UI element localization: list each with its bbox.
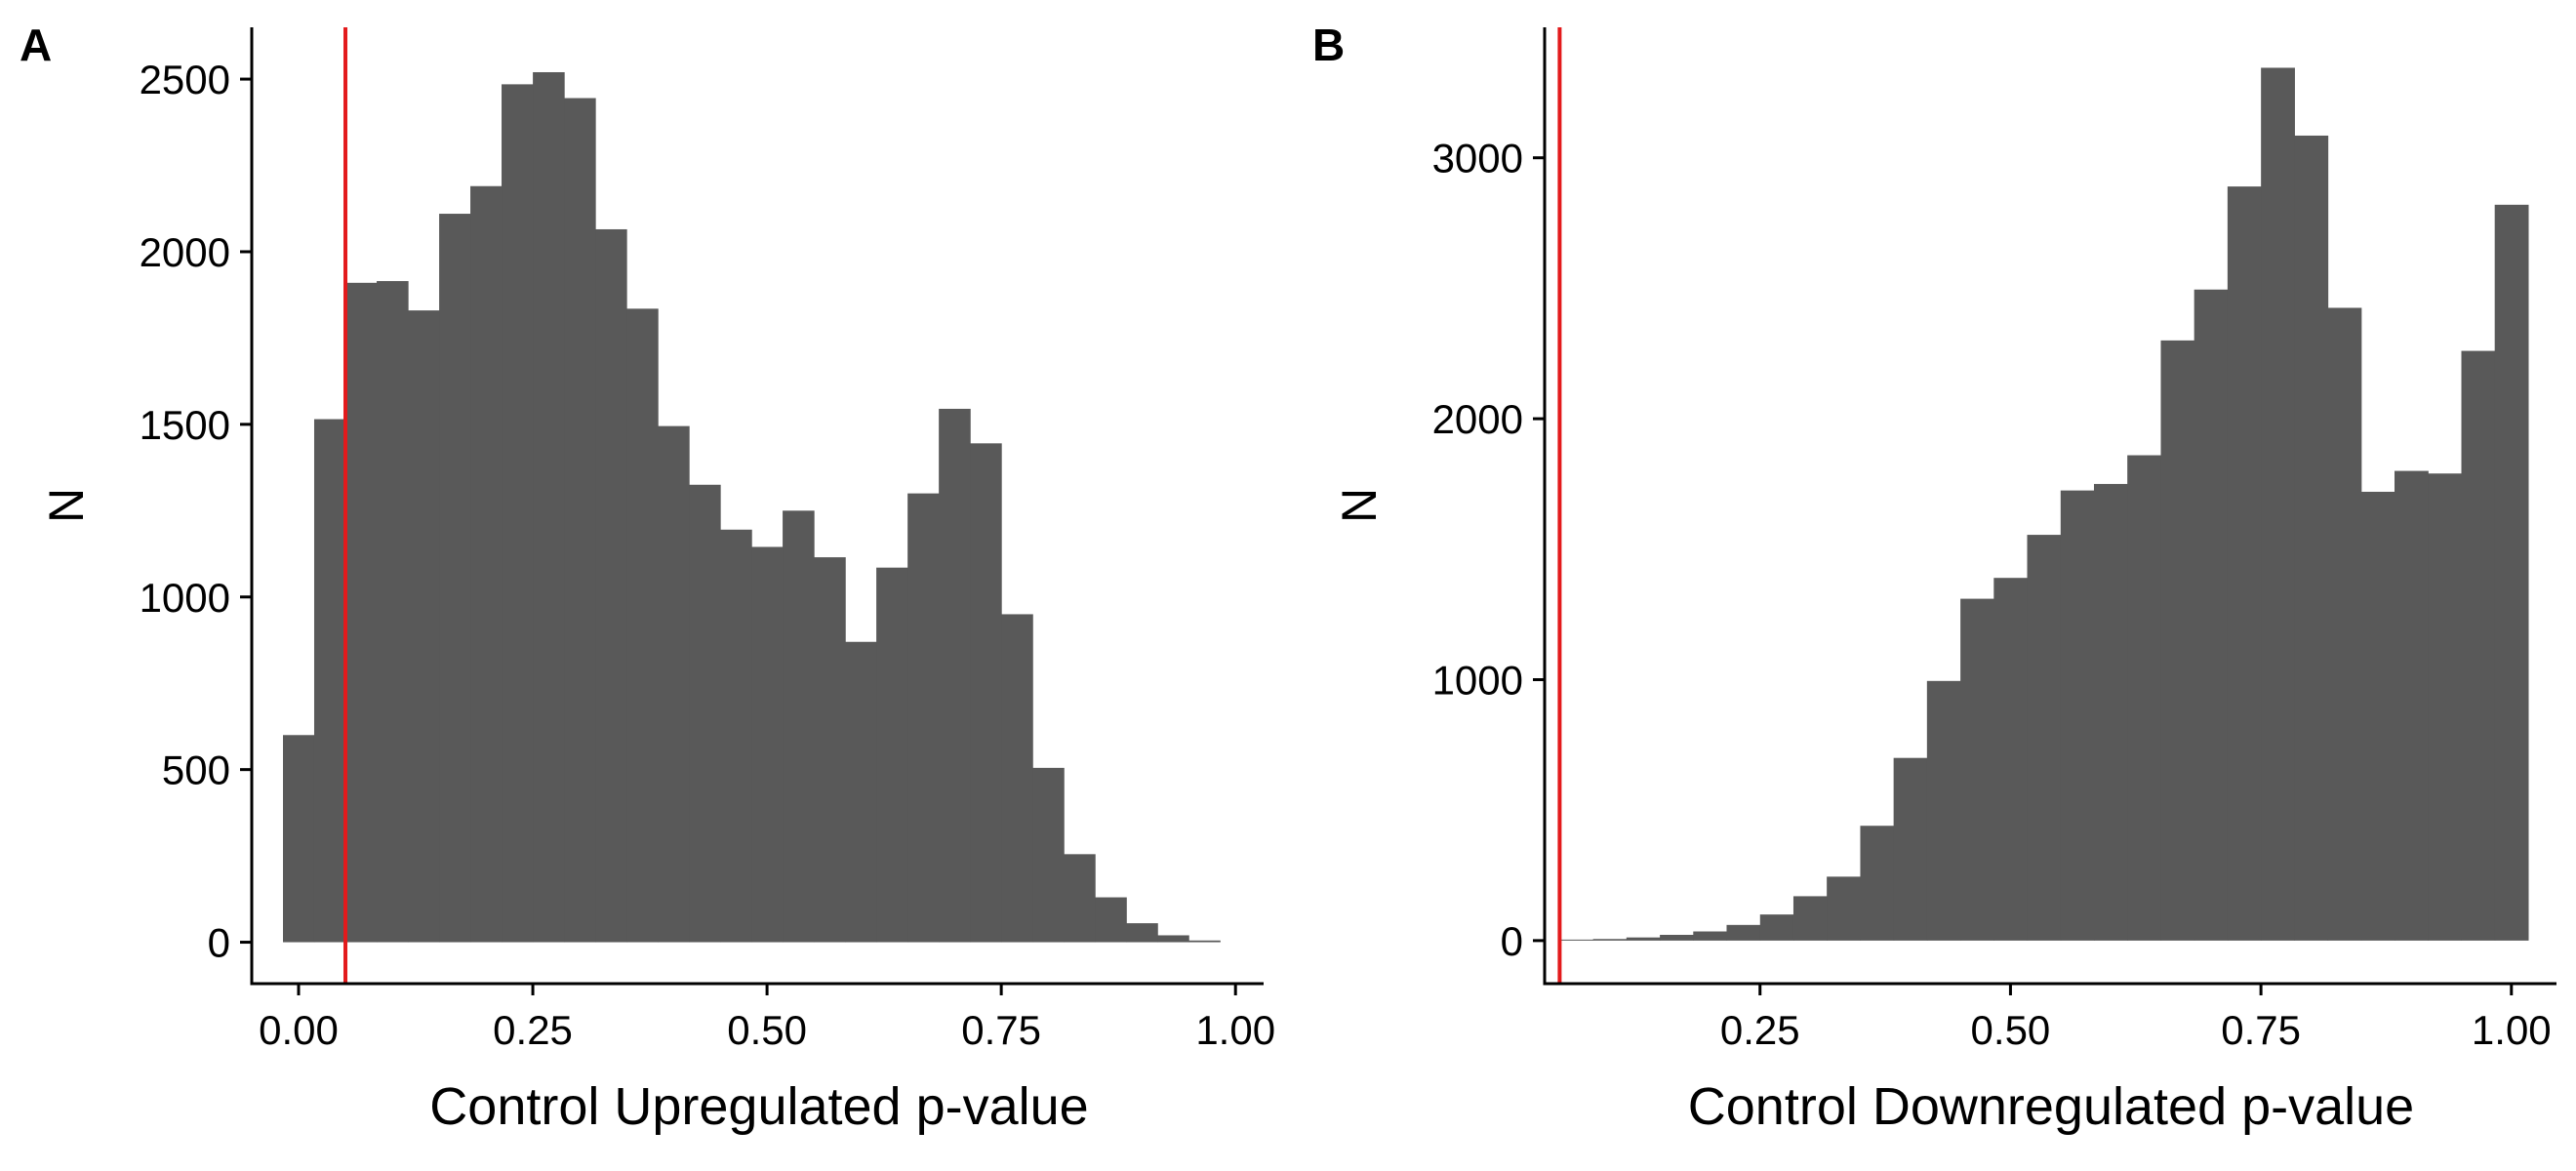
panel-a-bar-13 — [689, 485, 721, 943]
panel-a-y-tick-label-0: 0 — [208, 920, 230, 966]
panel-b-bar-21 — [2261, 67, 2295, 940]
panel-b-bar-14 — [2028, 535, 2062, 941]
panel-b-bar-12 — [1960, 599, 1994, 941]
panel-b-x-tick-label-2: 0.75 — [2221, 1007, 2301, 1053]
panel-a-bar-26 — [1095, 898, 1127, 943]
panel-a-bar-14 — [720, 530, 752, 943]
panel-a-bar-9 — [564, 99, 596, 943]
panel-a-y-tick-label-5: 2500 — [140, 57, 230, 102]
panel-a-bar-5 — [439, 214, 471, 943]
panel-a-x-tick-label-2: 0.50 — [727, 1007, 807, 1053]
panel-b-x-tick-label-3: 1.00 — [2472, 1007, 2552, 1053]
panel-a-y-tick-label-1: 500 — [162, 747, 230, 793]
panel-a-bar-21 — [939, 409, 971, 943]
panel-b-bar-28 — [2495, 205, 2529, 941]
panel-a-y-tick-label-3: 1500 — [140, 402, 230, 448]
panel-a-bar-17 — [814, 557, 846, 942]
panel-b-bar-10 — [1894, 758, 1928, 941]
panel-b-bar-2 — [1627, 938, 1661, 941]
panel-b-y-tick-label-2: 2000 — [1432, 396, 1523, 442]
panel-b-bar-16 — [2094, 484, 2128, 941]
panel-b-bar-17 — [2127, 456, 2161, 941]
panel-a-bar-0 — [283, 735, 315, 942]
panel-a-bar-11 — [626, 308, 659, 942]
panel-a-bar-20 — [907, 494, 940, 943]
panel-b-bar-7 — [1793, 896, 1828, 940]
panel-a-bar-3 — [377, 281, 409, 943]
panel-a-bar-27 — [1126, 923, 1158, 942]
panel-b-bar-11 — [1927, 681, 1961, 941]
panel-b-bar-20 — [2228, 186, 2262, 941]
panel-a-bar-7 — [502, 84, 534, 942]
panel-a-bar-18 — [845, 642, 877, 943]
panel-b-bar-4 — [1693, 932, 1727, 941]
panel-b-bar-22 — [2294, 136, 2328, 941]
panel-a-bar-19 — [876, 568, 908, 943]
panel-b-bar-3 — [1660, 935, 1694, 941]
panel-a-bar-6 — [470, 186, 503, 943]
panel-a-bar-1 — [314, 420, 346, 943]
panel-b-x-tick-label-1: 0.50 — [1971, 1007, 2051, 1053]
panel-b-bar-18 — [2160, 341, 2194, 941]
panel-a-bar-23 — [1001, 614, 1033, 942]
panel-a-label: A — [20, 20, 52, 70]
panel-a-bar-29 — [1188, 941, 1221, 943]
panel-b-bar-13 — [1993, 578, 2028, 941]
panel-a-x-axis-title: Control Upregulated p-value — [429, 1077, 1088, 1136]
panel-b-x-axis-title: Control Downregulated p-value — [1688, 1077, 2414, 1136]
panel-b-bar-26 — [2428, 473, 2462, 941]
panel-a-x-tick-label-0: 0.00 — [259, 1007, 339, 1053]
panel-b-bar-9 — [1860, 826, 1894, 941]
panel-a-bar-28 — [1157, 935, 1189, 942]
panel-b-bar-24 — [2361, 492, 2395, 941]
panel-a-y-tick-label-2: 1000 — [140, 575, 230, 621]
panel-a-bar-8 — [533, 72, 565, 943]
panel-b-label: B — [1312, 20, 1345, 70]
panel-a-bar-2 — [345, 283, 378, 943]
panel-b-y-tick-label-1: 1000 — [1432, 657, 1523, 703]
panel-a-bar-22 — [970, 443, 1002, 942]
panel-b-bar-19 — [2194, 290, 2229, 941]
panel-a-y-axis-title: N — [39, 488, 94, 523]
panel-b-y-tick-label-0: 0 — [1501, 918, 1523, 964]
panel-a-bar-12 — [658, 426, 690, 943]
panel-b-x-tick-label-0: 0.25 — [1720, 1007, 1800, 1053]
panel-a-x-tick-label-4: 1.00 — [1195, 1007, 1275, 1053]
panel-a-bar-25 — [1064, 854, 1096, 942]
panel-a-y-tick-label-4: 2000 — [140, 229, 230, 275]
panel-b-bar-27 — [2462, 351, 2496, 941]
panel-b-y-tick-label-3: 3000 — [1432, 136, 1523, 182]
panel-b-bar-5 — [1726, 925, 1760, 941]
panel-a-bar-24 — [1032, 768, 1065, 943]
panel-a-bar-10 — [595, 229, 627, 943]
panel-b-bar-8 — [1827, 876, 1861, 941]
panel-b-bar-1 — [1593, 939, 1628, 941]
panel-b-bar-15 — [2061, 491, 2095, 941]
panel-b-bar-6 — [1760, 914, 1794, 941]
panel-b-bar-25 — [2395, 471, 2429, 941]
panel-a-bar-4 — [408, 310, 440, 942]
panel-a-x-tick-label-1: 0.25 — [493, 1007, 573, 1053]
panel-b-bar-23 — [2328, 307, 2362, 940]
panel-a-x-tick-label-3: 0.75 — [961, 1007, 1041, 1053]
panel-b-y-axis-title: N — [1332, 488, 1387, 523]
panel-a-bar-16 — [783, 510, 815, 942]
panel-a-bar-15 — [751, 546, 784, 942]
panel-b-bar-0 — [1559, 940, 1593, 941]
